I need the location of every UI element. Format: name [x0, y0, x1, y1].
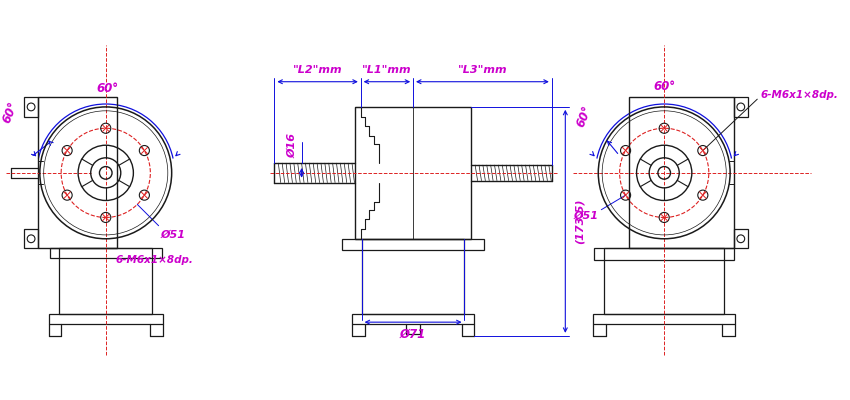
- Bar: [355, 107, 471, 239]
- Text: "L3"mm: "L3"mm: [457, 65, 507, 75]
- Text: "L1"mm: "L1"mm: [362, 65, 411, 75]
- Bar: [734, 229, 748, 248]
- Bar: [48, 314, 163, 324]
- Bar: [594, 248, 734, 260]
- Bar: [604, 248, 724, 314]
- Text: Ø16: Ø16: [287, 133, 298, 158]
- Text: 60°: 60°: [97, 82, 119, 95]
- Bar: [734, 97, 748, 117]
- Text: 6-M6x1×8dp.: 6-M6x1×8dp.: [760, 90, 838, 100]
- Text: "L2"mm: "L2"mm: [292, 65, 343, 75]
- Bar: [25, 97, 38, 117]
- Text: Ø51: Ø51: [574, 211, 598, 221]
- Bar: [60, 248, 152, 314]
- Bar: [38, 97, 117, 248]
- Text: Ø51: Ø51: [161, 230, 185, 240]
- Bar: [352, 314, 474, 324]
- Bar: [343, 239, 484, 250]
- Bar: [362, 239, 464, 314]
- Bar: [25, 229, 38, 248]
- Bar: [593, 314, 735, 324]
- Bar: [629, 97, 734, 248]
- Text: 60°: 60°: [575, 104, 595, 129]
- Text: (173.5): (173.5): [575, 198, 585, 244]
- Text: Ø71: Ø71: [400, 328, 426, 341]
- Text: 60°: 60°: [653, 80, 675, 93]
- Text: 6-M6x1×8dp.: 6-M6x1×8dp.: [116, 255, 193, 265]
- Text: 60°: 60°: [1, 100, 21, 126]
- Bar: [49, 248, 162, 258]
